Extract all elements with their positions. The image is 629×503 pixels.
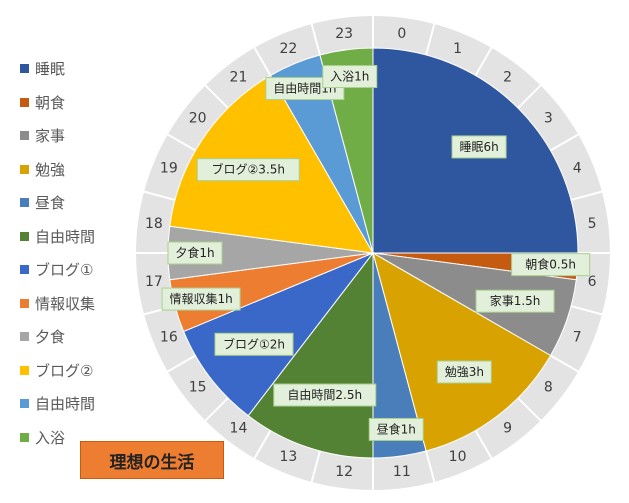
data-label-text: 自由時間2.5h bbox=[287, 388, 362, 402]
data-label: 朝食0.5h bbox=[511, 253, 591, 277]
clock-label: 13 bbox=[280, 449, 298, 465]
data-label-text: 情報収集1h bbox=[169, 291, 232, 306]
data-label-text: 夕食1h bbox=[175, 245, 214, 260]
legend-item: 夕食 bbox=[20, 320, 95, 354]
clock-label: 21 bbox=[230, 70, 248, 86]
data-label-text: 自由時間1h bbox=[273, 82, 336, 96]
data-label-text: ブログ①2h bbox=[223, 336, 285, 351]
legend-item: 情報収集 bbox=[20, 287, 95, 321]
clock-label: 9 bbox=[503, 420, 512, 436]
clock-label: 11 bbox=[393, 464, 411, 480]
legend-item: 朝食 bbox=[20, 86, 95, 120]
data-label-text: 睡眠6h bbox=[459, 140, 498, 154]
data-label-text: ブログ②3.5h bbox=[212, 162, 285, 177]
data-label: 情報収集1h bbox=[161, 287, 241, 311]
clock-label: 0 bbox=[397, 26, 406, 42]
data-label: 夕食1h bbox=[167, 241, 223, 265]
legend-label: ブログ① bbox=[35, 261, 94, 280]
legend-item: 家事 bbox=[20, 119, 95, 153]
clock-label: 23 bbox=[335, 26, 353, 42]
clock-label: 10 bbox=[449, 449, 467, 465]
clock-label: 8 bbox=[544, 380, 553, 396]
clock-label: 15 bbox=[189, 380, 207, 396]
clock-label: 17 bbox=[145, 274, 163, 290]
clock-label: 20 bbox=[189, 110, 207, 126]
clock-label: 14 bbox=[230, 420, 248, 436]
legend-label: 朝食 bbox=[35, 93, 66, 112]
data-label: 入浴1h bbox=[322, 65, 378, 89]
clock-label: 18 bbox=[145, 216, 163, 232]
data-label: 睡眠6h bbox=[451, 135, 507, 159]
data-label-text: 昼食1h bbox=[377, 421, 416, 436]
data-label: 勉強3h bbox=[436, 360, 492, 384]
data-label: ブログ②3.5h bbox=[196, 158, 300, 182]
legend-swatch bbox=[20, 198, 29, 208]
data-label: ブログ①2h bbox=[214, 332, 294, 356]
legend-swatch bbox=[20, 265, 29, 275]
legend-item: 入浴 bbox=[20, 421, 95, 455]
data-label: 自由時間2.5h bbox=[273, 383, 377, 407]
legend-swatch bbox=[20, 64, 29, 74]
legend-item: 昼食 bbox=[20, 186, 95, 220]
legend-item: ブログ② bbox=[20, 354, 95, 388]
legend-swatch bbox=[20, 298, 29, 308]
legend-label: 夕食 bbox=[35, 328, 66, 347]
legend-item: 勉強 bbox=[20, 153, 95, 187]
legend-label: 昼食 bbox=[35, 194, 66, 213]
data-label: 家事1.5h bbox=[475, 289, 555, 313]
clock-label: 3 bbox=[544, 110, 553, 126]
legend-label: 自由時間 bbox=[35, 395, 96, 414]
data-label-text: 入浴1h bbox=[330, 70, 369, 84]
data-label: 昼食1h bbox=[368, 417, 424, 441]
clock-label: 22 bbox=[280, 41, 298, 57]
data-label-text: 勉強3h bbox=[445, 365, 484, 379]
clock-label: 5 bbox=[588, 216, 597, 232]
legend-label: 勉強 bbox=[35, 160, 66, 179]
pie-slice bbox=[247, 251, 374, 459]
data-label-text: 朝食0.5h bbox=[525, 257, 576, 272]
clock-label: 2 bbox=[503, 70, 512, 86]
legend-swatch bbox=[20, 365, 29, 375]
legend-swatch bbox=[20, 97, 29, 107]
legend-item: 自由時間 bbox=[20, 387, 95, 421]
legend-swatch bbox=[20, 164, 29, 174]
legend-item: ブログ① bbox=[20, 253, 95, 287]
data-label-text: 家事1.5h bbox=[490, 293, 541, 308]
clock-label: 19 bbox=[160, 160, 178, 176]
clock-label: 4 bbox=[573, 160, 582, 176]
legend-swatch bbox=[20, 131, 29, 141]
pie-slice bbox=[372, 251, 552, 452]
legend-item: 自由時間 bbox=[20, 220, 95, 254]
legend-swatch bbox=[20, 332, 29, 342]
data-labels: 睡眠6h 朝食0.5h 家事1.5h 勉強3h 昼食1h 自由時間2.5h ブログ①2h 情報… bbox=[161, 65, 591, 441]
legend-swatch bbox=[20, 399, 29, 409]
legend-label: 家事 bbox=[35, 127, 66, 146]
legend-label: 睡眠 bbox=[35, 60, 66, 79]
legend: 睡眠 朝食 家事 勉強 昼食 自由時間 ブログ① 情報収集 夕食 ブログ② 自由時間 入浴 bbox=[20, 52, 95, 454]
legend-label: ブログ② bbox=[35, 361, 94, 380]
legend-label: 情報収集 bbox=[35, 294, 96, 313]
legend-swatch bbox=[20, 432, 29, 442]
clock-label: 1 bbox=[453, 41, 462, 57]
chart-title: 理想の生活 bbox=[80, 441, 224, 479]
clock-label: 16 bbox=[160, 330, 178, 346]
clock-label: 12 bbox=[335, 464, 353, 480]
clock-label: 6 bbox=[588, 274, 597, 290]
legend-item: 睡眠 bbox=[20, 52, 95, 86]
legend-swatch bbox=[20, 231, 29, 241]
legend-label: 自由時間 bbox=[35, 227, 96, 246]
legend-label: 入浴 bbox=[35, 428, 66, 447]
clock-label: 7 bbox=[573, 330, 582, 346]
